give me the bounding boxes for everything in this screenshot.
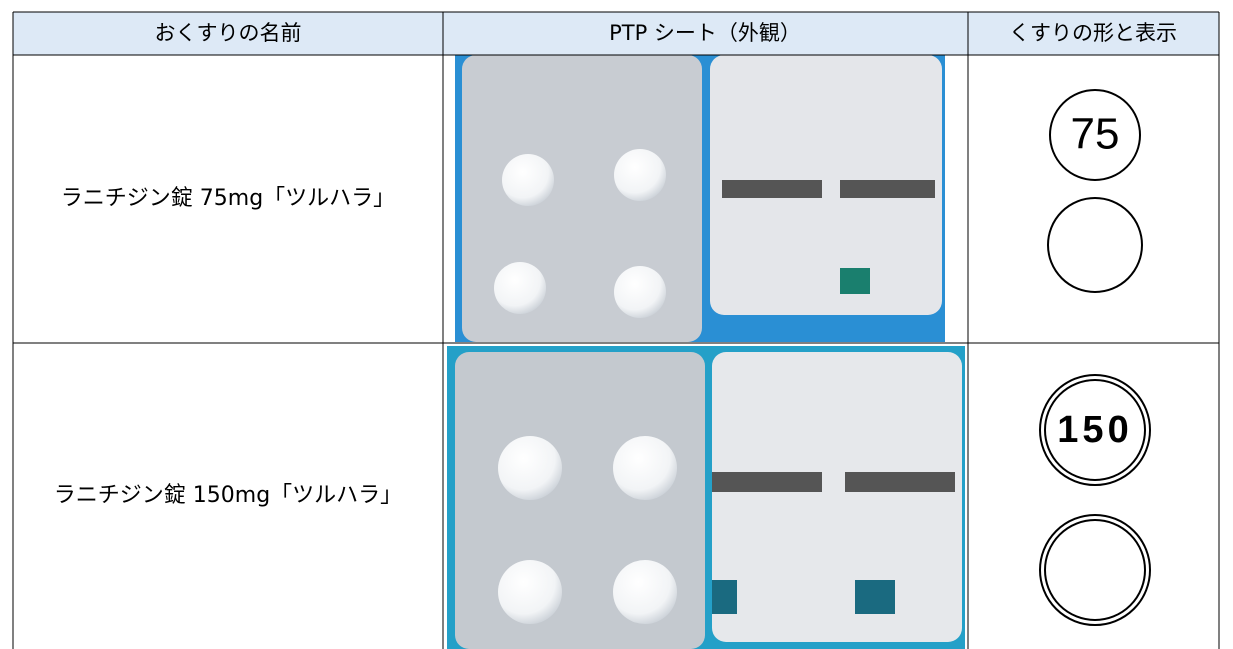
header-cell: PTP シート（外観） xyxy=(609,21,801,45)
tablet-marking: 150 xyxy=(1057,409,1132,451)
tablet-diagram: 150 xyxy=(1039,374,1151,626)
header-cell: おくすりの名前 xyxy=(155,21,302,45)
drug-name: ラニチジン錠 150mg「ツルハラ」 xyxy=(54,483,402,508)
tablet-marking: 75 xyxy=(1071,110,1120,159)
tablet-diagram: 75 xyxy=(1047,89,1143,293)
drug-name: ラニチジン錠 75mg「ツルハラ」 xyxy=(61,186,395,211)
table-borders xyxy=(12,11,1220,649)
header-cell: くすりの形と表示 xyxy=(1009,21,1177,45)
ptp-photo xyxy=(455,55,945,342)
ptp-photo xyxy=(447,346,965,649)
header-bg xyxy=(13,12,1219,55)
